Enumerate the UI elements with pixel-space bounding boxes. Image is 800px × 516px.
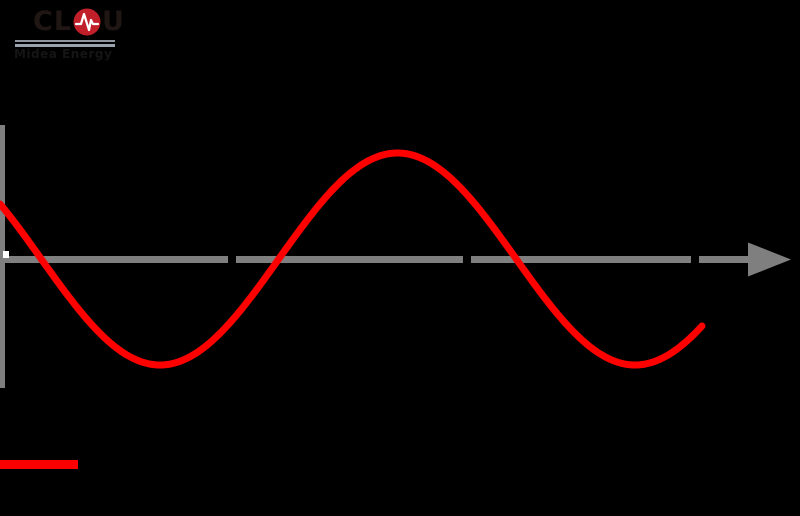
- origin-marker: [3, 251, 9, 258]
- legend: [0, 460, 86, 469]
- pulse-circle-icon: [73, 8, 101, 36]
- logo-divider-bottom-line: [15, 44, 115, 47]
- logo-wordmark: CL U: [33, 5, 153, 39]
- logo-tagline: Midea Energy: [14, 47, 113, 61]
- x-axis-tick: [691, 251, 699, 268]
- x-axis-tick: [228, 251, 236, 268]
- legend-line-swatch: [0, 460, 78, 469]
- sine-waveform: [0, 149, 706, 369]
- logo-divider-top-line: [15, 40, 115, 42]
- pulse-waveform-glyph: [74, 12, 100, 32]
- logo-wordmark-left: CL: [33, 6, 73, 37]
- logo-wordmark-right: U: [102, 6, 125, 37]
- x-axis-line: [0, 256, 753, 263]
- x-axis-tick: [463, 251, 471, 268]
- logo-divider: [15, 40, 115, 47]
- x-axis-arrowhead: [748, 242, 791, 277]
- logo: CL U Midea Energy: [14, 5, 153, 61]
